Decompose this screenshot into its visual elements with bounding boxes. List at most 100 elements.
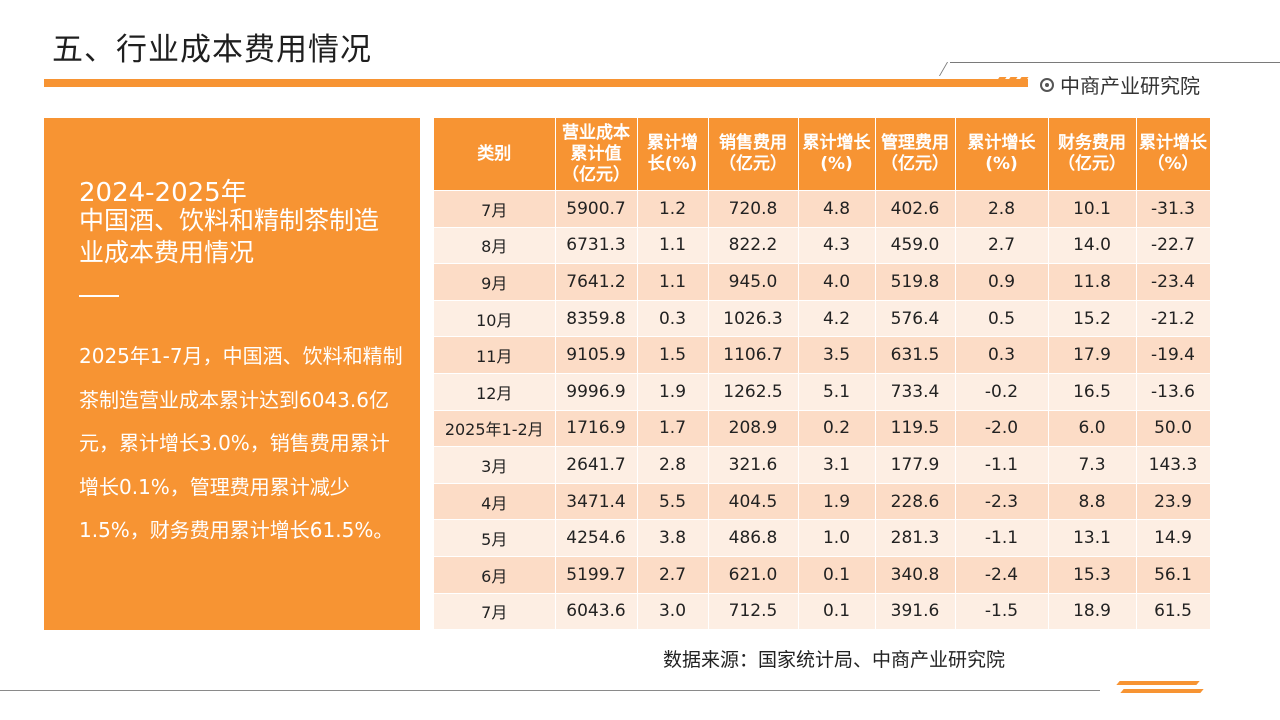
table-row: 11月 9105.9 1.5 1106.7 3.5 631.5 0.3 17.9 -19.4 xyxy=(434,336,1211,374)
brand-logo: 中商产业研究院 xyxy=(1040,70,1200,99)
header-divider xyxy=(950,62,1280,63)
table-cell: 56.1 xyxy=(1136,555,1211,594)
table-cell: 4.8 xyxy=(798,190,876,228)
table-cell: 2.8 xyxy=(637,446,709,484)
page-title: 五、行业成本费用情况 xyxy=(52,32,372,68)
panel-summary-text: 2025年1-7月，中国酒、饮料和精制茶制造营业成本累计达到6043.6亿元，累… xyxy=(79,344,403,542)
table-cell: 8.8 xyxy=(1048,482,1137,520)
table-cell: 208.9 xyxy=(708,409,799,447)
table-row: 7月 6043.6 3.0 712.5 0.1 391.6 -1.5 18.9 61.5 xyxy=(434,592,1211,630)
table-cell: 1.0 xyxy=(798,519,876,557)
table-cell: 119.5 xyxy=(875,409,956,447)
header-finance-expense: 财务费用（亿元） xyxy=(1048,118,1137,191)
table-cell: 720.8 xyxy=(708,190,799,228)
table-cell: 0.3 xyxy=(637,299,709,337)
table-cell: 23.9 xyxy=(1136,482,1211,520)
table-row: 4月 3471.4 5.5 404.5 1.9 228.6 -2.3 8.8 23.9 xyxy=(434,482,1211,520)
table-cell: 945.0 xyxy=(708,263,799,301)
table-cell: 14.0 xyxy=(1048,226,1137,264)
table-row: 3月 2641.7 2.8 321.6 3.1 177.9 -1.1 7.3 143.3 xyxy=(434,446,1211,484)
table-row: 10月 8359.8 0.3 1026.3 4.2 576.4 0.5 15.2 -21.2 xyxy=(434,299,1211,337)
row-category-cell: 12月 xyxy=(434,372,556,411)
table-row: 8月 6731.3 1.1 822.2 4.3 459.0 2.7 14.0 -22.7 xyxy=(434,226,1211,264)
header-finance-expense-growth: 累计增长（%） xyxy=(1136,118,1211,191)
table-cell: 0.1 xyxy=(798,555,876,594)
target-icon xyxy=(1040,77,1054,92)
table-cell: -2.0 xyxy=(955,409,1049,447)
table-cell: 8359.8 xyxy=(555,299,638,337)
table-cell: 2.7 xyxy=(637,555,709,594)
table-cell: 0.3 xyxy=(955,336,1049,374)
table-cell: 4.3 xyxy=(798,226,876,264)
table-cell: 15.3 xyxy=(1048,555,1137,594)
table-cell: 402.6 xyxy=(875,190,956,228)
row-category-cell: 7月 xyxy=(434,190,556,228)
table-cell: -19.4 xyxy=(1136,336,1211,374)
table-cell: 11.8 xyxy=(1048,263,1137,301)
table-row: 2025年1-2月 1716.9 1.7 208.9 0.2 119.5 -2.0 6.0 50… xyxy=(434,409,1211,447)
table-cell: 18.9 xyxy=(1048,592,1137,630)
table-cell: 9996.9 xyxy=(555,372,638,411)
table-cell: 5199.7 xyxy=(555,555,638,594)
table-cell: 631.5 xyxy=(875,336,956,374)
table-cell: 15.2 xyxy=(1048,299,1137,337)
table-cell: 822.2 xyxy=(708,226,799,264)
table-cell: 1.2 xyxy=(637,190,709,228)
table-cell: -13.6 xyxy=(1136,372,1211,411)
table-cell: 1716.9 xyxy=(555,409,638,447)
table-cell: 16.5 xyxy=(1048,372,1137,411)
table-cell: 1262.5 xyxy=(708,372,799,411)
table-cell: 10.1 xyxy=(1048,190,1137,228)
table-cell: 391.6 xyxy=(875,592,956,630)
table-row: 5月 4254.6 3.8 486.8 1.0 281.3 -1.1 13.1 14.9 xyxy=(434,519,1211,557)
table-cell: 7.3 xyxy=(1048,446,1137,484)
panel-heading: 中国酒、饮料和精制茶制造业成本费用情况 xyxy=(79,206,380,267)
header-divider-slant xyxy=(938,62,949,76)
table-cell: 1026.3 xyxy=(708,299,799,337)
table-cell: 2.7 xyxy=(955,226,1049,264)
header-operating-cost-growth: 累计增长(%) xyxy=(637,118,709,191)
table-cell: 3.1 xyxy=(798,446,876,484)
table-cell: 519.8 xyxy=(875,263,956,301)
row-category-cell: 7月 xyxy=(434,592,556,630)
table-cell: 0.2 xyxy=(798,409,876,447)
table-cell: 459.0 xyxy=(875,226,956,264)
table-cell: -1.5 xyxy=(955,592,1049,630)
table-cell: 4.2 xyxy=(798,299,876,337)
table-cell: -1.1 xyxy=(955,446,1049,484)
table-cell: 3.8 xyxy=(637,519,709,557)
table-cell: 1.1 xyxy=(637,263,709,301)
table-cell: 6.0 xyxy=(1048,409,1137,447)
table-row: 12月 9996.9 1.9 1262.5 5.1 733.4 -0.2 16.5 -13.6 xyxy=(434,372,1211,411)
row-category-cell: 8月 xyxy=(434,226,556,264)
table-row: 9月 7641.2 1.1 945.0 4.0 519.8 0.9 11.8 -23.4 xyxy=(434,263,1211,301)
row-category-cell: 2025年1-2月 xyxy=(434,409,556,447)
table-cell: -21.2 xyxy=(1136,299,1211,337)
table-cell: 7641.2 xyxy=(555,263,638,301)
table-cell: 733.4 xyxy=(875,372,956,411)
table-cell: 1.1 xyxy=(637,226,709,264)
table-cell: 576.4 xyxy=(875,299,956,337)
title-accent-bar xyxy=(44,79,1028,87)
table-cell: 6731.3 xyxy=(555,226,638,264)
table-cell: 0.5 xyxy=(955,299,1049,337)
table-cell: 321.6 xyxy=(708,446,799,484)
table-cell: 14.9 xyxy=(1136,519,1211,557)
header-admin-expense: 管理费用（亿元） xyxy=(875,118,956,191)
table-cell: 6043.6 xyxy=(555,592,638,630)
footer-divider xyxy=(0,690,1100,691)
table-cell: 4254.6 xyxy=(555,519,638,557)
row-category-cell: 11月 xyxy=(434,336,556,374)
data-source-note: 数据来源：国家统计局、中商产业研究院 xyxy=(663,649,1006,671)
cost-table-container: 类别 营业成本累计值（亿元） 累计增长(%) 销售费用（亿元） 累计增长(%) … xyxy=(434,118,1211,630)
table-cell: -0.2 xyxy=(955,372,1049,411)
cost-table: 类别 营业成本累计值（亿元） 累计增长(%) 销售费用（亿元） 累计增长(%) … xyxy=(434,118,1211,630)
brand-name: 中商产业研究院 xyxy=(1060,74,1200,98)
table-cell: 0.1 xyxy=(798,592,876,630)
table-cell: 712.5 xyxy=(708,592,799,630)
header-sales-expense-growth: 累计增长(%) xyxy=(798,118,876,191)
table-cell: -2.3 xyxy=(955,482,1049,520)
table-cell: -31.3 xyxy=(1136,190,1211,228)
table-cell: 281.3 xyxy=(875,519,956,557)
table-cell: -22.7 xyxy=(1136,226,1211,264)
